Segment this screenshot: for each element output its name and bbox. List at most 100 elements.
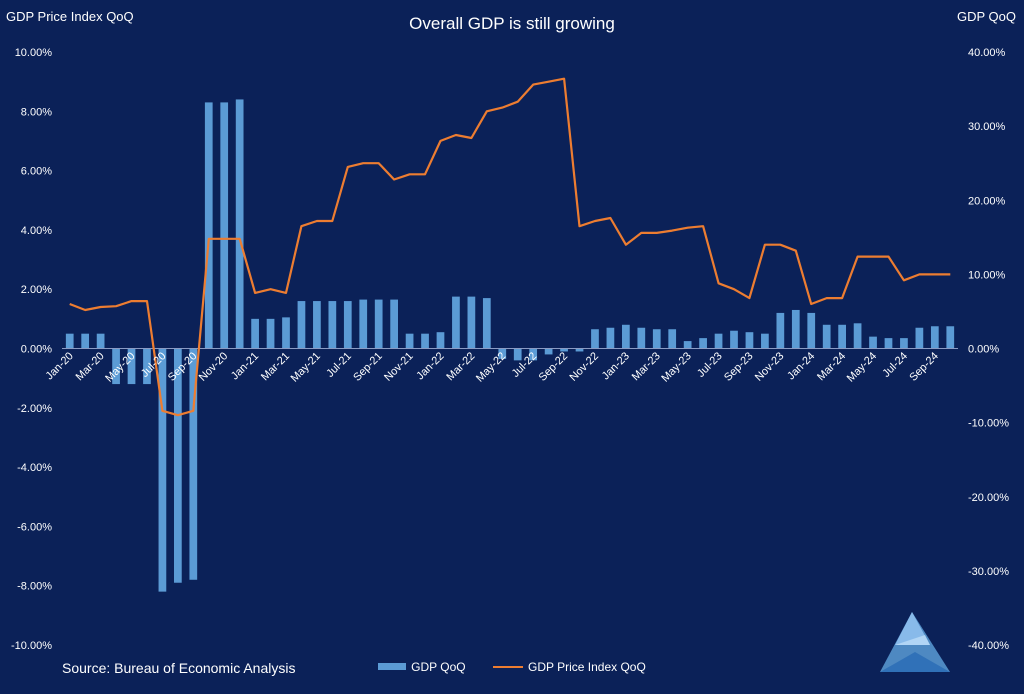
gdp-qoq-bar — [158, 348, 167, 592]
gdp-qoq-bar — [96, 333, 105, 349]
gdp-qoq-bar — [853, 323, 862, 349]
gdp-qoq-bar — [297, 301, 306, 349]
gdp-qoq-bar — [745, 332, 754, 349]
gdp-qoq-bar — [652, 329, 661, 349]
x-axis-tick-label: Sep-22 — [537, 350, 571, 384]
gdp-price-index-line — [69, 77, 951, 417]
gdp-qoq-bar — [467, 296, 476, 349]
gdp-qoq-bar — [204, 102, 213, 349]
x-axis-tick-label: May-22 — [474, 350, 508, 384]
gdp-qoq-bars — [65, 99, 955, 592]
gdp-qoq-bar — [65, 333, 74, 349]
x-axis-tick-label: Sep-24 — [907, 350, 941, 384]
gdp-qoq-bar — [513, 348, 522, 361]
left-axis-ticks: 10.00% 8.00% 6.00% 4.00% 2.00% 0.00% -2.00% -4.… — [11, 47, 52, 652]
gdp-qoq-bar — [343, 301, 352, 349]
x-axis-tick-label: Jan-23 — [600, 350, 632, 382]
gdp-qoq-bar — [529, 348, 538, 361]
gdp-qoq-bar — [591, 329, 599, 349]
gdp-qoq-bar — [807, 312, 816, 349]
legend-swatch-bar — [378, 663, 407, 671]
right-axis-ticks: 40.00% 30.00% 20.00% 10.00% 0.00% -10.00% -20.… — [968, 47, 1009, 652]
right-axis-title: GDP QoQ — [956, 9, 1016, 24]
gdp-qoq-bar — [452, 296, 460, 349]
left-axis-tick-label: 4.00% — [21, 225, 52, 237]
right-axis-tick-label: -30.00% — [968, 566, 1009, 578]
left-axis-tick-label: -6.00% — [17, 521, 52, 533]
gdp-qoq-bar — [622, 324, 630, 349]
left-axis-tick-label: -10.00% — [11, 640, 52, 652]
gdp-qoq-bar — [575, 348, 584, 352]
left-axis-tick-label: 10.00% — [15, 47, 53, 59]
gdp-qoq-bar — [900, 338, 908, 349]
gdp-qoq-bar — [220, 102, 229, 349]
gdp-qoq-bar — [421, 333, 429, 349]
left-axis-tick-label: 0.00% — [21, 344, 52, 356]
gdp-qoq-bar — [761, 333, 769, 349]
x-axis-tick-label: Jul-24 — [880, 350, 910, 380]
x-axis-tick-label: Mar-22 — [444, 350, 477, 383]
x-axis-tick-label: Nov-23 — [753, 350, 787, 384]
gdp-qoq-bar — [112, 348, 120, 385]
gdp-qoq-bar — [560, 348, 568, 352]
gdp-qoq-bar — [714, 333, 723, 349]
gdp-qoq-bar — [606, 327, 615, 349]
gdp-qoq-bar — [869, 336, 877, 349]
x-axis-tick-label: May-21 — [289, 350, 323, 384]
legend-item-gdp-qoq: GDP QoQ — [378, 660, 466, 674]
legend: GDP QoQ GDP Price Index QoQ — [0, 659, 1024, 674]
x-axis-tick-label: Jan-21 — [229, 350, 261, 382]
right-axis-tick-label: -10.00% — [968, 418, 1009, 430]
right-axis-tick-label: 0.00% — [968, 344, 999, 356]
x-axis-tick-label: Sep-21 — [351, 350, 385, 384]
gdp-qoq-bar — [81, 333, 90, 349]
gdp-qoq-bar — [637, 327, 646, 349]
x-axis-tick-label: Jul-23 — [695, 350, 725, 380]
gdp-qoq-bar — [791, 309, 800, 349]
gdp-qoq-bar — [838, 324, 846, 349]
x-axis-tick-label: Jul-21 — [324, 350, 354, 380]
x-axis-tick-label: May-24 — [845, 350, 879, 384]
gdp-qoq-bar — [884, 338, 893, 349]
legend-item-gdp-price-index: GDP Price Index QoQ — [492, 659, 646, 674]
x-axis-tick-label: Nov-21 — [382, 350, 416, 384]
gdp-qoq-bar — [359, 299, 368, 349]
gdp-qoq-bar — [313, 301, 321, 349]
gdp-qoq-bar — [822, 324, 831, 349]
gdp-qoq-bar — [730, 330, 738, 349]
chart-title: Overall GDP is still growing — [409, 14, 615, 33]
gdp-qoq-bar — [235, 99, 244, 349]
gdp-qoq-bar — [328, 301, 337, 349]
gdp-qoq-bar — [405, 333, 414, 349]
left-axis-tick-label: 8.00% — [21, 106, 52, 118]
gdp-qoq-bar — [915, 327, 924, 349]
gdp-qoq-bar — [683, 341, 692, 349]
x-axis-tick-label: Mar-21 — [259, 350, 292, 383]
gdp-qoq-bar — [374, 299, 383, 349]
x-axis-tick-label: Mar-23 — [630, 350, 663, 383]
gdp-qoq-bar — [930, 326, 939, 349]
left-axis-tick-label: -4.00% — [17, 462, 52, 474]
gdp-qoq-bar — [699, 338, 707, 349]
gdp-qoq-bar — [544, 348, 553, 355]
x-axis-tick-label: Nov-22 — [568, 350, 602, 384]
gdp-qoq-bar — [498, 348, 507, 359]
right-axis-tick-label: 20.00% — [968, 195, 1006, 207]
left-axis-tick-label: 6.00% — [21, 166, 52, 178]
right-axis-tick-label: 30.00% — [968, 121, 1006, 133]
gdp-qoq-bar — [390, 299, 398, 349]
gdp-qoq-bar — [189, 348, 198, 580]
x-axis-tick-label: Sep-23 — [722, 350, 756, 384]
gdp-qoq-bar — [174, 348, 182, 583]
x-axis-tick-label: Nov-20 — [197, 350, 231, 384]
company-logo — [880, 612, 950, 672]
left-axis-tick-label: -8.00% — [17, 581, 52, 593]
gdp-qoq-bar — [776, 312, 785, 349]
right-axis-tick-label: 10.00% — [968, 269, 1006, 281]
x-axis-tick-label: Jan-24 — [785, 350, 817, 382]
left-axis-title: GDP Price Index QoQ — [6, 9, 134, 24]
right-axis-tick-label: 40.00% — [968, 47, 1006, 59]
legend-label: GDP Price Index QoQ — [527, 659, 646, 674]
